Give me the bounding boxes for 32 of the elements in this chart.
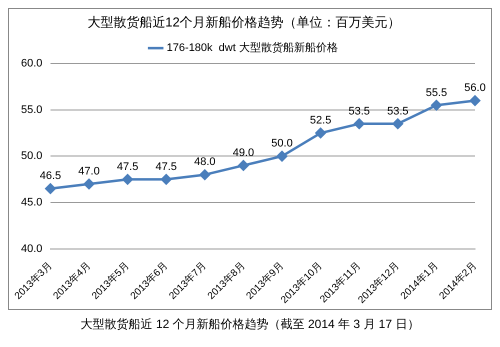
- data-label: 46.5: [40, 170, 62, 182]
- legend-label: 176-180k dwt 大型散货船新船价格: [166, 41, 338, 54]
- point: [315, 128, 326, 138]
- data-label: 47.5: [155, 160, 177, 173]
- point: [200, 169, 210, 180]
- point: [122, 174, 133, 185]
- y-tick-label: 40.0: [20, 242, 42, 255]
- data-label: 53.5: [387, 105, 409, 118]
- data-label: 48.0: [194, 156, 216, 168]
- data-label: 50.0: [271, 138, 293, 150]
- text: 大型散货船近 12 个月新船价格趋势（截至 2014 年 3 月 17 日）: [80, 316, 420, 333]
- data-label: 56.0: [464, 82, 486, 94]
- y-tick-label: 50.0: [20, 150, 42, 162]
- point: [238, 160, 249, 171]
- y-tick-label: 55.0: [20, 104, 42, 116]
- data-label: 47.0: [78, 165, 100, 178]
- data-label: 47.5: [116, 160, 138, 173]
- data-label: 52.5: [310, 114, 332, 127]
- data-label: 55.5: [426, 86, 448, 99]
- y-tick-label: 45.0: [20, 196, 42, 209]
- point: [431, 100, 442, 111]
- data-label: 53.5: [348, 105, 370, 118]
- point: [392, 118, 404, 130]
- data-label: 49.0: [232, 146, 254, 159]
- point: [276, 150, 288, 162]
- chart-title: 大型散货船近12个月新船价格趋势（单位：百万美元）: [87, 14, 401, 30]
- point: [160, 174, 172, 185]
- point: [45, 183, 56, 194]
- point: [354, 118, 364, 130]
- y-tick-label: 60.0: [20, 58, 42, 70]
- point: [84, 178, 94, 190]
- point: [470, 95, 480, 106]
